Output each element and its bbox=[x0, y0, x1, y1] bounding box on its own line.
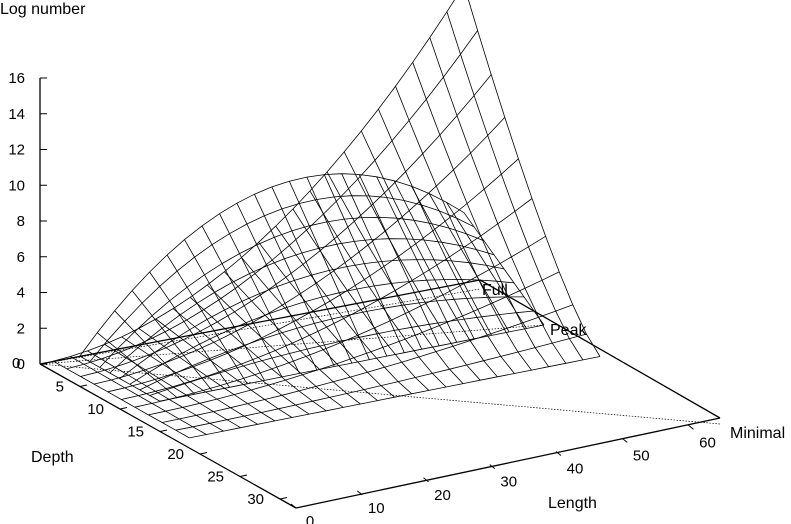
full-length-line-11 bbox=[241, 257, 378, 401]
full-depth-line-7 bbox=[148, 271, 560, 416]
length-tick-mark-6 bbox=[688, 424, 694, 430]
series-labels: Full Peak Minimal bbox=[482, 282, 785, 442]
peak-depth-line-1 bbox=[89, 195, 475, 363]
peak-depth-line-2 bbox=[99, 216, 485, 368]
floor-contours bbox=[39, 288, 721, 425]
length-tick-mark-5 bbox=[621, 437, 628, 443]
length-axis-title: Length bbox=[548, 495, 597, 512]
z-tick-label-0: 0 bbox=[17, 356, 25, 373]
peak-depth-line-3 bbox=[109, 238, 495, 374]
full-depth-line-9 bbox=[175, 333, 587, 431]
depth-tick-label-3: 20 bbox=[167, 446, 184, 463]
floor-left-edge bbox=[39, 363, 297, 509]
length-tick-mark-2 bbox=[423, 477, 429, 483]
full-depth-line-4 bbox=[107, 158, 519, 393]
floor-right-edge bbox=[479, 279, 721, 419]
depth-tick-label-2: 15 bbox=[127, 424, 144, 441]
z-tick-label-5: 10 bbox=[8, 177, 25, 194]
peak-depth-line-6 bbox=[139, 296, 524, 391]
depth-tick-mark-2 bbox=[159, 429, 168, 432]
full-length-line-12 bbox=[258, 242, 395, 398]
depth-tick-label-5: 30 bbox=[247, 491, 264, 508]
z-axis-ticks: 0 2 4 6 8 10 12 14 16 bbox=[8, 70, 47, 373]
full-depth-line-1 bbox=[66, 30, 478, 370]
peak-depth-line-4 bbox=[119, 259, 505, 379]
z-tick-label-6: 12 bbox=[8, 142, 25, 159]
length-tick-mark-4 bbox=[555, 451, 562, 456]
length-tick-mark-1 bbox=[356, 490, 363, 496]
length-tick-label-2: 20 bbox=[434, 487, 451, 504]
full-depth-line-10 bbox=[189, 356, 601, 439]
full-length-line-18 bbox=[360, 130, 498, 378]
full-depth-line-0 bbox=[53, 0, 455, 362]
full-length-line-19 bbox=[378, 108, 515, 374]
depth-tick-mark-0 bbox=[79, 384, 88, 387]
depth-axis-ticks: 0 5 10 15 20 25 30 bbox=[12, 355, 288, 508]
length-tick-label-5: 50 bbox=[633, 447, 650, 464]
length-tick-label-1: 10 bbox=[368, 500, 385, 517]
full-length-line-9 bbox=[207, 284, 344, 408]
depth-tick-label-0: 5 bbox=[56, 379, 64, 396]
full-depth-line-6 bbox=[134, 235, 546, 408]
depth-tick-mark-4 bbox=[239, 474, 248, 477]
depth-tick-label-1: 10 bbox=[87, 401, 104, 418]
z-tick-label-4: 8 bbox=[17, 213, 25, 230]
full-length-line-16 bbox=[326, 171, 464, 384]
length-tick-label-6: 60 bbox=[699, 434, 716, 451]
series-label-minimal: Minimal bbox=[730, 425, 785, 442]
full-length-line-8 bbox=[189, 297, 327, 412]
length-axis-ticks: 0 10 20 30 40 50 60 bbox=[290, 424, 716, 524]
series-label-full: Full bbox=[482, 282, 508, 299]
full-length-line-20 bbox=[395, 86, 532, 371]
length-tick-label-0: 0 bbox=[306, 513, 314, 524]
full-depth-line-5 bbox=[121, 198, 533, 400]
peak-depth-line-7 bbox=[149, 310, 535, 396]
full-depth-line-2 bbox=[80, 74, 492, 377]
full-depth-line-3 bbox=[93, 117, 506, 385]
length-tick-label-3: 30 bbox=[500, 474, 517, 491]
z-tick-label-3: 6 bbox=[17, 249, 25, 266]
length-tick-mark-3 bbox=[489, 464, 496, 470]
depth-tick-mark-1 bbox=[119, 407, 128, 410]
floor-contour-2 bbox=[39, 363, 721, 425]
z-tick-label-2: 4 bbox=[17, 285, 25, 302]
depth-axis-title: Depth bbox=[31, 449, 74, 466]
floor-contour-0 bbox=[39, 288, 481, 365]
z-axis-title: Log number bbox=[0, 1, 86, 18]
full-depth-line-8 bbox=[162, 304, 573, 423]
depth-tick-label-4: 25 bbox=[207, 469, 224, 486]
peak-depth-line-5 bbox=[129, 279, 515, 385]
full-length-line-23 bbox=[446, 11, 584, 361]
floor-front-edge bbox=[295, 417, 721, 509]
z-tick-label-8: 16 bbox=[8, 70, 25, 87]
surface-full bbox=[53, 0, 601, 439]
z-tick-label-1: 2 bbox=[17, 320, 25, 337]
depth-tick-mark-5 bbox=[279, 497, 288, 500]
depth-tick-label-origin: 0 bbox=[12, 355, 20, 372]
surface-peak bbox=[79, 173, 545, 402]
floor-contour-1 bbox=[39, 324, 545, 365]
depth-tick-mark-3 bbox=[199, 452, 208, 455]
length-tick-label-4: 40 bbox=[567, 461, 584, 478]
length-tick-mark-0 bbox=[290, 503, 297, 509]
z-tick-label-7: 14 bbox=[8, 106, 25, 123]
peak-depth-line-0 bbox=[79, 173, 465, 357]
series-label-peak: Peak bbox=[550, 322, 587, 339]
